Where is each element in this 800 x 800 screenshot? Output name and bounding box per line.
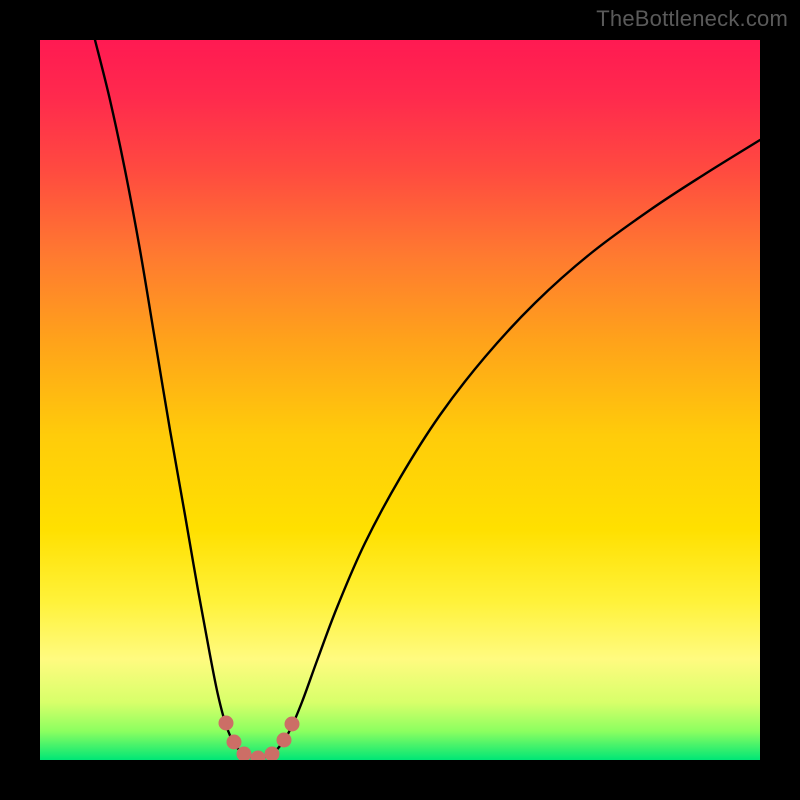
marker-dots <box>40 40 760 760</box>
bottleneck-chart <box>40 40 760 760</box>
watermark-text: TheBottleneck.com <box>596 6 788 32</box>
